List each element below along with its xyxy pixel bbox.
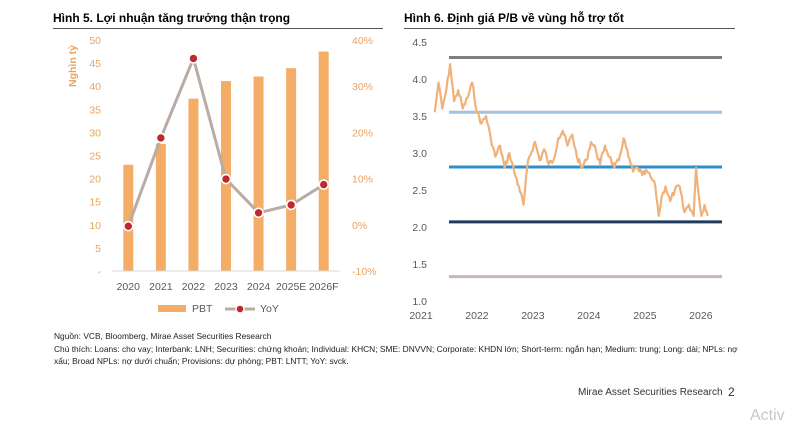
left-axis-tick-label: - [98, 266, 102, 278]
left-axis-tick-label: 25 [89, 151, 101, 163]
pb-y-tick-label: 3.5 [412, 111, 427, 123]
pb-x-tick-label: 2022 [465, 310, 489, 322]
legend-yoy-label: YoY [260, 303, 279, 315]
legend-pbt-swatch [158, 305, 186, 312]
right-axis-tick-label: 10% [352, 174, 373, 186]
right-axis-tick-label: 30% [352, 81, 373, 93]
legend-pbt-label: PBT [192, 303, 213, 315]
pb-y-tick-label: 4.0 [412, 74, 427, 86]
pb-x-tick-label: 2026 [689, 310, 713, 322]
left-axis-tick-label: 20 [89, 174, 101, 186]
figure-5-title-rule [53, 28, 383, 29]
pbt-bar [123, 164, 134, 271]
x-axis-tick-label: 2025E [276, 281, 306, 293]
right-axis-tick-label: 20% [352, 127, 373, 139]
figure-6-title: Hình 6. Định giá P/B về vùng hỗ trợ tốt [404, 11, 624, 25]
x-axis-tick-label: 2021 [149, 281, 173, 293]
x-axis-tick-label: 2023 [214, 281, 238, 293]
pb-y-tick-label: 2.5 [412, 185, 427, 197]
figure-6-title-rule [404, 28, 735, 29]
x-axis-tick-label: 2020 [117, 281, 141, 293]
pb-y-tick-label: 3.0 [412, 148, 427, 160]
pbt-bar [188, 98, 199, 271]
footer-company: Mirae Asset Securities Research [578, 387, 723, 398]
pbt-bar [286, 68, 297, 271]
glossary-note-line-1: Chú thích: Loans: cho vay; Interbank: LN… [54, 344, 738, 354]
left-axis-tick-label: 40 [89, 81, 101, 93]
left-axis-tick-label: 10 [89, 220, 101, 232]
pb-y-tick-label: 1.0 [412, 296, 427, 308]
yoy-point [155, 132, 167, 144]
pb-y-tick-label: 2.0 [412, 222, 427, 234]
left-axis-tick-label: 15 [89, 197, 101, 209]
right-axis-tick-label: -10% [352, 266, 377, 278]
yoy-point [220, 173, 232, 185]
pb-y-tick-label: 1.5 [412, 259, 427, 271]
x-axis-tick-label: 2026F [309, 281, 339, 293]
figure-5-title: Hình 5. Lợi nhuận tăng trưởng thận trọng [53, 11, 291, 25]
left-axis-tick-label: 45 [89, 58, 101, 70]
left-axis-tick-label: 5 [95, 243, 101, 255]
left-axis-tick-label: 30 [89, 127, 101, 139]
glossary-note-line-2: xấu; Broad NPLs: nợ dưới chuẩn; Provisio… [54, 356, 349, 366]
pb-y-tick-label: 4.5 [412, 37, 427, 49]
pb-series-line [433, 63, 709, 217]
pbt-bar [155, 143, 166, 271]
left-axis-title: Nghìn tỷ [67, 45, 79, 87]
x-axis-tick-label: 2022 [182, 281, 206, 293]
pb-x-tick-label: 2021 [409, 310, 433, 322]
pb-x-tick-label: 2023 [521, 310, 545, 322]
yoy-point [122, 220, 134, 232]
footer-page-number: 2 [728, 385, 735, 399]
yoy-point [318, 179, 330, 190]
source-note: Nguồn: VCB, Bloomberg, Mirae Asset Secur… [54, 331, 272, 341]
pb-x-tick-label: 2024 [577, 310, 601, 322]
left-axis-tick-label: 35 [89, 104, 101, 116]
yoy-point [188, 53, 199, 64]
pbt-bar [318, 51, 329, 271]
pb-x-tick-label: 2025 [633, 310, 657, 322]
left-axis-tick-label: 50 [89, 35, 101, 47]
right-axis-tick-label: 40% [352, 35, 373, 47]
activation-watermark: Activ [750, 407, 785, 424]
x-axis-tick-label: 2024 [247, 281, 271, 293]
legend-yoy-marker [235, 304, 245, 314]
yoy-point [285, 199, 297, 211]
right-axis-tick-label: 0% [352, 220, 367, 232]
pbt-bar [253, 76, 264, 271]
yoy-point [253, 207, 264, 219]
